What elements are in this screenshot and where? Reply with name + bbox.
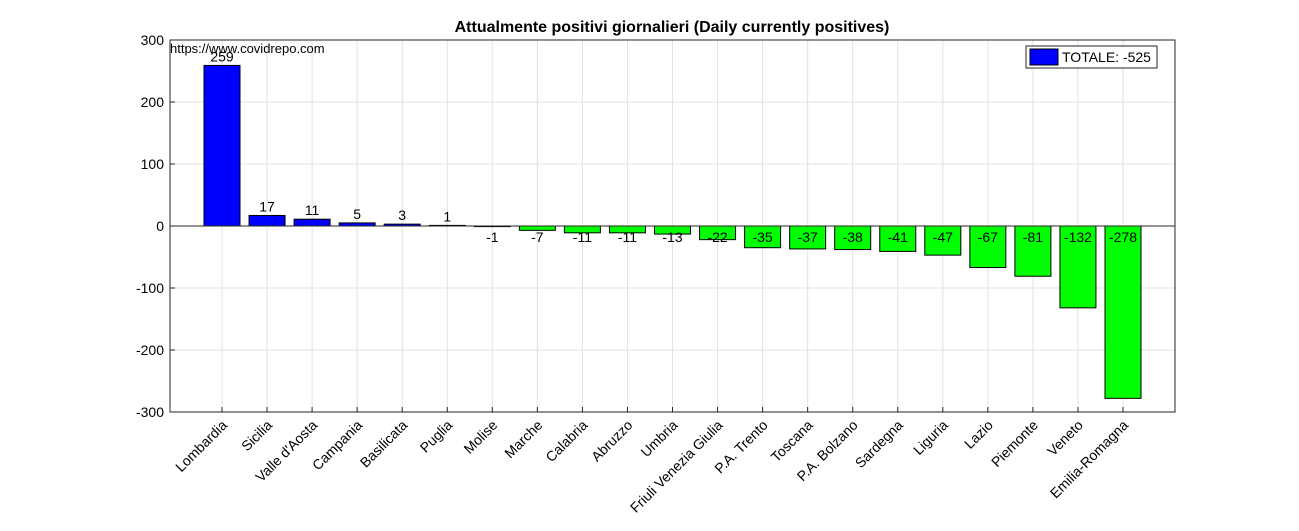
y-tick-label: -100 — [136, 280, 164, 296]
bar-piemonte — [1014, 225, 1052, 277]
data-label: -67 — [978, 229, 998, 245]
legend-box — [1025, 45, 1158, 69]
bar-emilia-romagna — [1104, 225, 1142, 399]
bar-lazio — [969, 225, 1007, 269]
data-label: 3 — [398, 207, 406, 223]
x-tick-label: Veneto — [1044, 417, 1086, 459]
bar-valle-d-aosta — [293, 218, 331, 227]
x-tick-label: Liguria — [910, 417, 951, 458]
x-tick-label: Molise — [460, 417, 500, 457]
data-label: -37 — [798, 229, 818, 245]
axes-box — [169, 39, 1176, 413]
data-label: 17 — [259, 198, 275, 214]
chart-title: Attualmente positivi giornalieri (Daily … — [455, 19, 890, 36]
y-tick-label: 100 — [141, 156, 165, 172]
legend-label: TOTALE: -525 — [1062, 49, 1151, 65]
data-label: -47 — [933, 229, 953, 245]
data-labels: 259 17 11 5 3 1 -1 -7 -11 -11 -13 -22 -35 -37 -38 -41 -4… — [210, 48, 1137, 245]
x-tick-label: Piemonte — [988, 417, 1041, 470]
x-tick-label: Campania — [309, 417, 366, 474]
data-label: -81 — [1023, 229, 1043, 245]
x-tick-label: Sicilia — [238, 417, 275, 454]
legend-swatch — [1029, 48, 1059, 66]
data-label: -11 — [618, 229, 637, 245]
data-label: 259 — [210, 48, 234, 64]
x-tick-label: Calabria — [542, 417, 590, 465]
y-tick-label: 200 — [141, 94, 165, 110]
x-tick-label: Marche — [501, 417, 545, 461]
data-label: -1 — [486, 229, 499, 245]
data-label: -11 — [573, 229, 592, 245]
bar-lombardia — [203, 64, 241, 227]
data-label: -38 — [843, 229, 863, 245]
data-label: -132 — [1064, 229, 1092, 245]
data-label: -7 — [531, 229, 544, 245]
bar-liguria — [924, 225, 962, 256]
y-tick-label: -200 — [136, 342, 164, 358]
bars — [203, 64, 1142, 399]
x-tick-label: Abruzzo — [588, 417, 636, 465]
data-label: -13 — [662, 229, 682, 245]
bar-veneto — [1059, 225, 1097, 309]
data-label: -41 — [888, 229, 908, 245]
x-tick-label: Umbria — [637, 417, 680, 460]
data-label: 5 — [353, 206, 361, 222]
data-label: -22 — [707, 229, 727, 245]
legend: TOTALE: -525 — [1025, 45, 1158, 69]
bar-sicilia — [248, 214, 286, 227]
x-tick-label: Lazio — [961, 417, 996, 452]
data-label: 1 — [443, 208, 451, 224]
x-tick-label: Emilia-Romagna — [1047, 417, 1132, 502]
data-label: 11 — [305, 202, 320, 218]
x-tick-label: Lombardia — [172, 417, 230, 475]
source-annotation: https://www.covidrepo.com — [170, 41, 325, 56]
y-tick-label: -300 — [136, 404, 164, 420]
x-tick-label: Puglia — [417, 417, 456, 456]
data-label: -35 — [752, 229, 772, 245]
y-tick-label: 300 — [141, 32, 165, 48]
x-tick-label: Basilicata — [357, 417, 411, 471]
y-tick-label: 0 — [156, 218, 164, 234]
x-tick-label: Sardegna — [852, 417, 906, 471]
data-label: -278 — [1109, 229, 1137, 245]
